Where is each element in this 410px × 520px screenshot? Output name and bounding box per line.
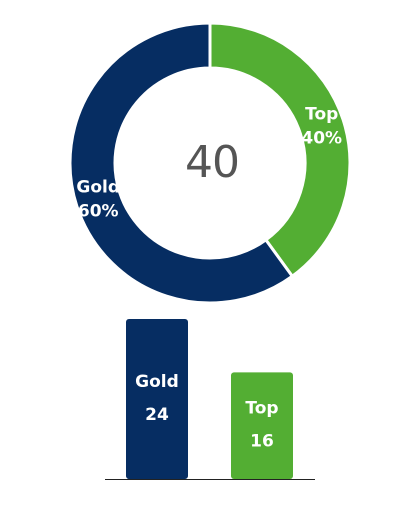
bar-category-label: Top	[245, 399, 278, 419]
donut-segment	[68, 21, 295, 305]
bar	[126, 319, 188, 479]
donut-segment	[208, 21, 352, 279]
segment-value-label: 60%	[78, 201, 119, 221]
bar-value-label: 16	[250, 432, 274, 452]
segment-label: Top	[305, 105, 338, 125]
segment-label: Gold	[76, 177, 120, 197]
bar-category-label: Gold	[135, 372, 179, 392]
bar	[231, 372, 293, 479]
donut-center-value: 40	[185, 137, 239, 188]
segment-value-label: 40%	[301, 129, 342, 149]
bar-value-label: 24	[145, 405, 169, 425]
